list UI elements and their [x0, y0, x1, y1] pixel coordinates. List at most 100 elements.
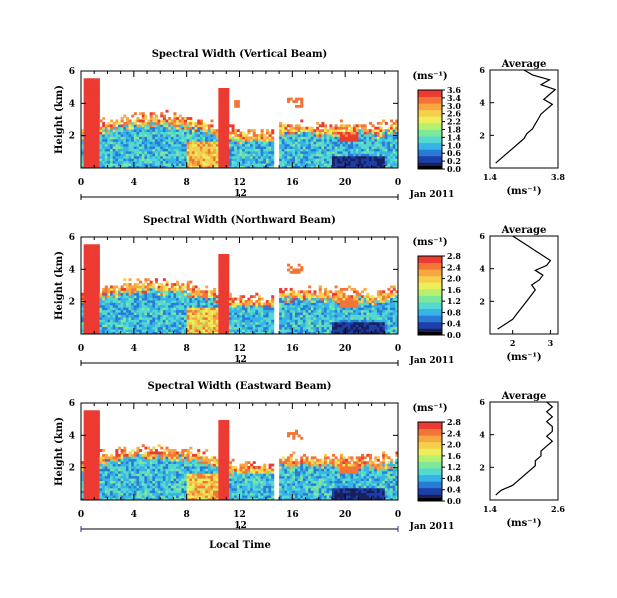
heatmap-cell: [358, 321, 362, 325]
heatmap-cell: [102, 131, 106, 135]
heatmap-cell: [287, 314, 291, 318]
heatmap-cell: [342, 297, 346, 301]
heatmap-cell: [260, 309, 264, 313]
heatmap-cell: [181, 151, 185, 154]
heatmap-cell: [94, 326, 98, 330]
heatmap-cell: [255, 302, 259, 306]
heatmap-cell: [170, 324, 174, 328]
heatmap-cell: [236, 331, 240, 334]
heatmap-cell: [363, 155, 367, 159]
heatmap-cell: [226, 153, 230, 157]
heatmap-cell: [316, 302, 320, 306]
heatmap-cell: [268, 138, 272, 142]
heatmap-cell: [91, 261, 95, 265]
heatmap-cell: [363, 312, 367, 315]
heatmap-cell: [239, 143, 243, 147]
heatmap-cell: [139, 287, 143, 291]
heatmap-cell: [395, 312, 398, 315]
heatmap-cell: [297, 165, 301, 168]
heatmap-cell: [207, 131, 211, 135]
heatmap-cell: [213, 312, 217, 315]
heatmap-cell: [191, 146, 195, 149]
heatmap-cell: [247, 317, 251, 320]
heatmap-cell: [99, 304, 103, 308]
heatmap-cell: [337, 304, 341, 308]
heatmap-cell: [205, 285, 209, 289]
heatmap-cell: [110, 146, 114, 149]
x-axis-label: Local Time: [209, 540, 271, 551]
heatmap-cell: [189, 295, 193, 299]
heatmap-cell: [139, 121, 143, 125]
heatmap-cell: [104, 319, 108, 323]
heatmap-cell: [260, 297, 264, 301]
heatmap-cell: [110, 290, 114, 294]
heatmap-cell: [239, 295, 243, 299]
heatmap-cell: [337, 138, 341, 142]
heatmap-cell: [168, 143, 172, 147]
heatmap-cell: [355, 321, 359, 325]
heatmap-cell: [339, 148, 343, 152]
heatmap-cell: [345, 312, 349, 315]
heatmap-cell: [339, 158, 343, 162]
heatmap-cell: [178, 131, 182, 135]
heatmap-cell: [94, 107, 98, 111]
heatmap-cell: [136, 163, 140, 166]
heatmap-cell: [181, 160, 185, 164]
heatmap-cell: [374, 319, 378, 323]
heatmap-cell: [382, 134, 386, 137]
heatmap-cell: [231, 312, 235, 315]
heatmap-cell: [91, 126, 95, 130]
heatmap-cell: [157, 134, 161, 137]
heatmap-cell: [321, 304, 325, 308]
heatmap-cell: [131, 158, 135, 162]
heatmap-cell: [374, 331, 378, 334]
heatmap-cell: [226, 290, 230, 294]
heatmap-cell: [94, 141, 98, 145]
heatmap-cell: [86, 321, 90, 325]
heatmap-cell: [355, 131, 359, 135]
heatmap-cell: [326, 317, 330, 320]
heatmap-cell: [215, 134, 219, 137]
heatmap-cell: [207, 300, 211, 303]
heatmap-cell: [271, 138, 275, 142]
heatmap-cell: [271, 304, 275, 308]
heatmap-cell: [308, 158, 312, 162]
heatmap-cell: [390, 295, 394, 299]
heatmap-cell: [252, 307, 256, 311]
heatmap-cell: [223, 114, 227, 118]
heatmap-cell: [350, 155, 354, 159]
heatmap-cell: [112, 141, 116, 145]
heatmap-cell: [339, 155, 343, 159]
heatmap-cell: [334, 124, 338, 128]
heatmap-cell: [202, 126, 206, 130]
heatmap-cell: [99, 302, 103, 306]
heatmap-cell: [300, 290, 304, 294]
heatmap-cell: [149, 331, 153, 334]
heatmap-cell: [234, 302, 238, 306]
heatmap-cell: [184, 326, 188, 330]
x-tick-label: 12: [233, 344, 246, 354]
heatmap-cell: [152, 285, 156, 289]
heatmap-cell: [223, 95, 227, 99]
heatmap-cell: [226, 165, 230, 168]
heatmap-cell: [353, 307, 357, 311]
heatmap-cell: [247, 331, 251, 334]
heatmap-cell: [136, 307, 140, 311]
heatmap-cell: [144, 300, 148, 303]
heatmap-cell: [102, 290, 106, 294]
heatmap-cell: [168, 317, 172, 320]
heatmap-cell: [165, 321, 169, 325]
heatmap-cell: [139, 112, 143, 116]
heatmap-cell: [350, 307, 354, 311]
heatmap-cell: [305, 136, 309, 140]
heatmap-cell: [107, 331, 111, 334]
heatmap-cell: [374, 126, 378, 130]
heatmap-cell: [83, 163, 87, 166]
heatmap-cell: [189, 148, 193, 152]
heatmap-cell: [366, 304, 370, 308]
heatmap-cell: [302, 295, 306, 299]
heatmap-cell: [94, 292, 98, 296]
heatmap-cell: [176, 134, 180, 137]
heatmap-cell: [239, 151, 243, 154]
heatmap-cell: [88, 165, 92, 168]
